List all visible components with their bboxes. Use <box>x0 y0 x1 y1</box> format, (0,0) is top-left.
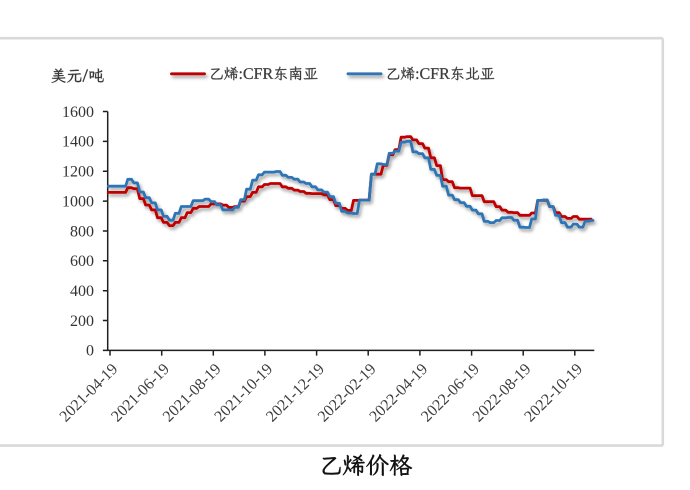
svg-text:200: 200 <box>70 313 94 330</box>
svg-text:800: 800 <box>70 223 94 240</box>
svg-text:1200: 1200 <box>62 164 94 181</box>
svg-text:400: 400 <box>70 283 94 300</box>
svg-text:1000: 1000 <box>62 193 94 210</box>
svg-text:0: 0 <box>86 343 94 360</box>
svg-text:1400: 1400 <box>62 134 94 151</box>
svg-text:600: 600 <box>70 253 94 270</box>
svg-text:1600: 1600 <box>62 104 94 121</box>
